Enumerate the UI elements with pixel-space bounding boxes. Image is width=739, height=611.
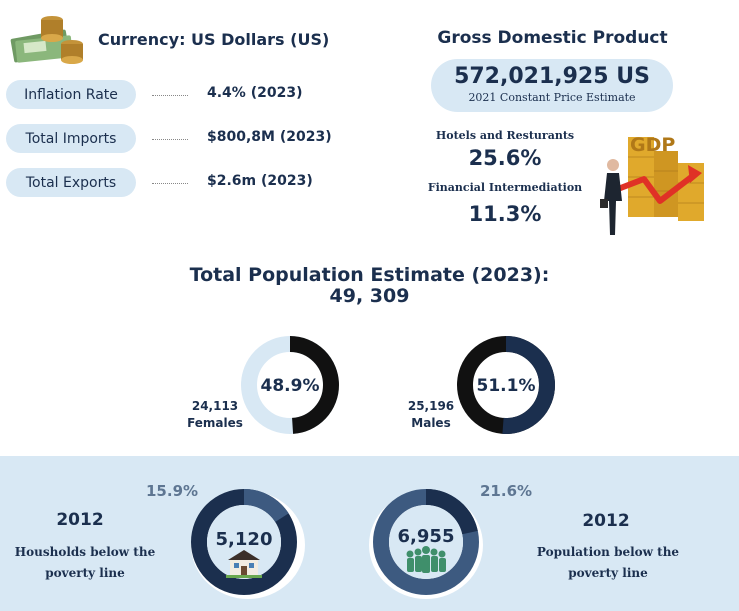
- indicator-value-exports: $2.6m (2023): [207, 173, 313, 189]
- households-value: 5,120: [216, 529, 273, 550]
- male-donut: 51.1%: [457, 336, 555, 434]
- gdp-value: 572,021,925 US: [454, 64, 650, 89]
- female-percent: 48.9%: [261, 376, 320, 396]
- sector-name-hotels: Hotels and Resturants: [435, 129, 575, 142]
- indicator-label-imports: Total Imports: [6, 124, 136, 153]
- households-poverty-percent: 15.9%: [146, 482, 199, 500]
- money-stack-icon: [10, 16, 83, 64]
- currency-label: Currency: US Dollars (US): [98, 30, 330, 49]
- population-title: Total Population Estimate (2023):: [189, 264, 550, 286]
- households-label-line1: Housholds below the: [14, 545, 156, 559]
- gdp-value-pill: 572,021,925 US 2021 Constant Price Estim…: [431, 59, 673, 112]
- female-donut: 48.9%: [241, 336, 339, 434]
- population-year: 2012: [582, 511, 630, 531]
- population-total: 49, 309: [329, 285, 410, 307]
- indicator-value-imports: $800,8M (2023): [207, 129, 332, 145]
- indicator-value-inflation: 4.4% (2023): [207, 85, 303, 101]
- people-icon: [406, 546, 446, 573]
- indicator-label-inflation: Inflation Rate: [6, 80, 136, 109]
- male-percent: 51.1%: [477, 376, 536, 396]
- male-label: Males: [411, 416, 451, 430]
- male-count: 25,196: [407, 399, 455, 413]
- households-label-line2: poverty line: [45, 566, 125, 580]
- female-label: Females: [187, 416, 243, 430]
- sector-value-finance: 11.3%: [468, 202, 542, 226]
- population-label-line2: poverty line: [568, 566, 648, 580]
- households-ring: 5,120: [191, 489, 305, 599]
- population-ring: 6,955: [369, 489, 483, 599]
- gdp-art-text: GDP: [630, 134, 675, 156]
- indicator-label-exports: Total Exports: [6, 168, 136, 197]
- gdp-note: 2021 Constant Price Estimate: [468, 91, 636, 104]
- population-label-line1: Population below the: [536, 545, 680, 559]
- gdp-title: Gross Domestic Product: [437, 28, 668, 48]
- gdp-growth-icon: GDP: [600, 134, 704, 235]
- sector-name-finance: Financial Intermediation: [427, 181, 583, 194]
- sector-value-hotels: 25.6%: [468, 146, 542, 170]
- house-icon: [226, 550, 262, 578]
- population-value: 6,955: [398, 526, 455, 547]
- poverty-section: [0, 456, 739, 611]
- population-poverty-percent: 21.6%: [480, 482, 533, 500]
- divider: [152, 95, 188, 96]
- divider: [152, 139, 188, 140]
- female-count: 24,113: [191, 399, 239, 413]
- households-year: 2012: [56, 510, 104, 530]
- divider: [152, 183, 188, 184]
